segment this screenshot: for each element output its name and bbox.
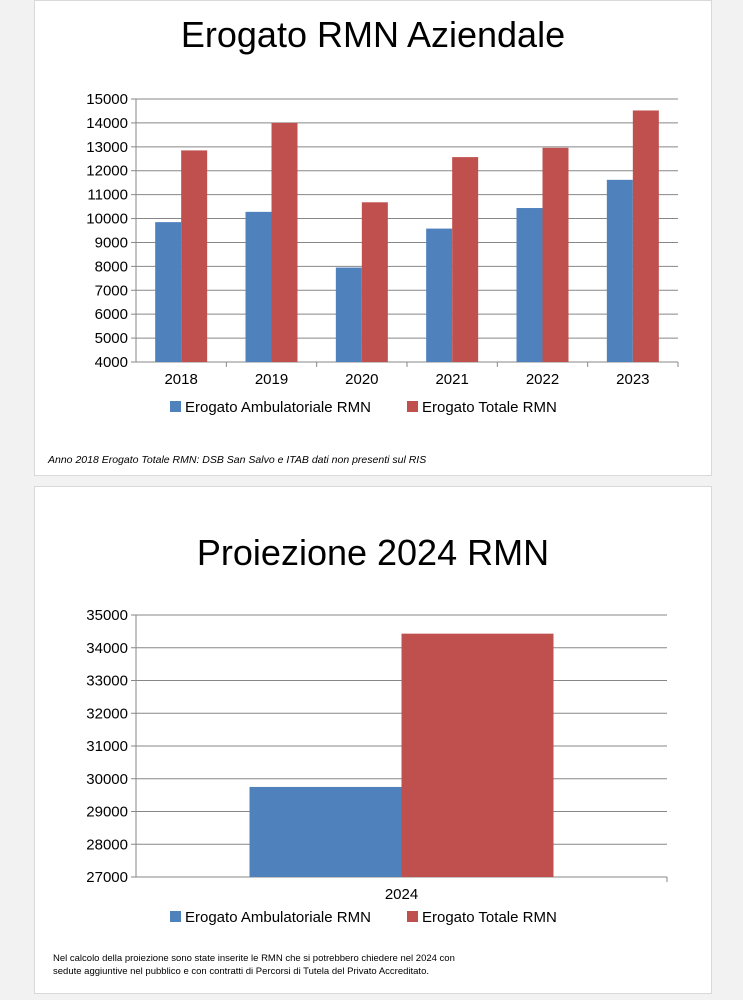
erogato-chart: Erogato RMN Aziendale 4000 5000 6000 7000 800…: [47, 14, 679, 466]
legend-swatch-ambulatoriale: [170, 401, 181, 412]
y-tick-label: 12000: [86, 163, 128, 180]
y-tick-label: 29000: [86, 804, 128, 821]
legend-label-ambulatoriale: Erogato Ambulatoriale RMN: [185, 399, 371, 416]
bar-totale-2022: [542, 147, 569, 362]
y-tick-label: 31000: [86, 738, 128, 755]
bar-totale-2021: [452, 157, 479, 362]
bar-ambulatoriale-2022: [516, 208, 543, 362]
bar-ambulatoriale-2020: [335, 267, 362, 362]
proiezione-chart: Proiezione 2024 RMN 27000 28000 29000 30000 3…: [53, 532, 668, 977]
x-tick-label: 2020: [345, 371, 378, 388]
y-tick-label: 27000: [86, 869, 128, 886]
bar-ambulatoriale-2024: [249, 786, 402, 877]
y-tick-label: 6000: [95, 306, 128, 323]
y-tick-label: 9000: [95, 234, 128, 251]
y-tick-label: 33000: [86, 673, 128, 690]
bar-totale-2020: [361, 202, 388, 362]
y-tick-label: 30000: [86, 771, 128, 788]
bar-ambulatoriale-2019: [245, 211, 272, 362]
y-tick-label: 11000: [87, 187, 128, 204]
bar-ambulatoriale-2023: [606, 179, 633, 362]
footnote-line-1: Nel calcolo della proiezione sono state …: [53, 953, 455, 964]
legend-label-ambulatoriale: Erogato Ambulatoriale RMN: [185, 909, 371, 926]
y-tick-label: 8000: [95, 258, 128, 275]
footnote: Anno 2018 Erogato Totale RMN: DSB San Sa…: [47, 454, 426, 466]
y-tick-label: 7000: [95, 282, 128, 299]
x-tick-label: 2024: [385, 886, 418, 903]
y-tick-label: 15000: [86, 91, 128, 108]
x-tick-label: 2018: [164, 371, 197, 388]
legend-label-totale: Erogato Totale RMN: [422, 399, 557, 416]
y-tick-label: 32000: [86, 705, 128, 722]
x-tick-label: 2023: [616, 371, 649, 388]
bar-ambulatoriale-2021: [426, 228, 453, 362]
bar-ambulatoriale-2018: [155, 222, 182, 362]
chart-title: Erogato RMN Aziendale: [181, 14, 565, 55]
y-tick-label: 5000: [95, 330, 128, 347]
y-tick-label: 10000: [86, 211, 128, 228]
y-tick-label: 14000: [86, 115, 128, 132]
legend-label-totale: Erogato Totale RMN: [422, 909, 557, 926]
legend-swatch-totale: [407, 911, 418, 922]
x-tick-label: 2022: [526, 371, 559, 388]
y-tick-label: 34000: [86, 640, 128, 657]
legend-swatch-ambulatoriale: [170, 911, 181, 922]
y-tick-label: 35000: [86, 607, 128, 624]
bar-totale-2024: [401, 633, 554, 877]
y-tick-label: 28000: [86, 836, 128, 853]
chart-panel-erogato: Erogato RMN Aziendale 4000 5000 6000 7000 800…: [34, 0, 712, 476]
x-tick-label: 2021: [435, 371, 468, 388]
bar-totale-2019: [271, 122, 298, 362]
y-tick-label: 4000: [95, 354, 128, 371]
footnote-line-2: sedute aggiuntive nel pubblico e con con…: [53, 966, 429, 977]
bar-totale-2023: [632, 110, 659, 362]
chart-title: Proiezione 2024 RMN: [197, 532, 549, 573]
y-tick-label: 13000: [86, 139, 128, 156]
bar-totale-2018: [181, 150, 208, 362]
x-tick-label: 2019: [255, 371, 288, 388]
chart-panel-proiezione: Proiezione 2024 RMN 27000 28000 29000 30000 3…: [34, 486, 712, 994]
legend-swatch-totale: [407, 401, 418, 412]
